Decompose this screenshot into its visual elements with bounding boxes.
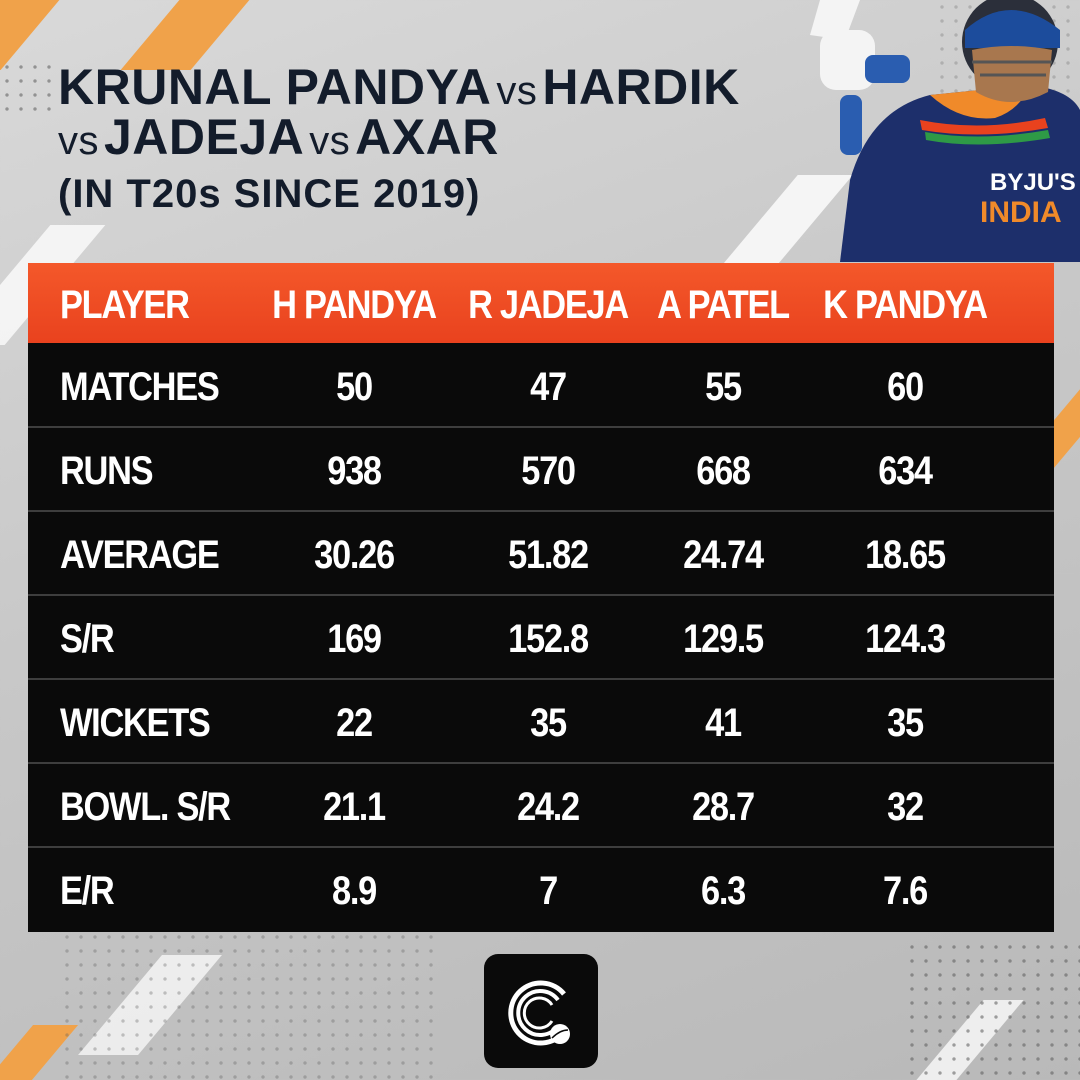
brand-logo-icon [508, 980, 570, 1046]
headline-name: JADEJA [103, 109, 305, 165]
row-divider [28, 510, 1054, 512]
brand-logo [484, 954, 598, 1068]
stat-value: 8.9 [332, 869, 377, 913]
headline-vs: vs [58, 119, 99, 163]
stat-value: 47 [530, 365, 567, 409]
table-header: PLAYER H PANDYA R JADEJA A PATEL K PANDY… [28, 263, 1054, 343]
headline-name: AXAR [355, 109, 499, 165]
stat-value: 30.26 [314, 533, 395, 577]
headline-name: KRUNAL PANDYA [58, 59, 492, 115]
row-label: E/R [60, 869, 115, 913]
stat-value: 634 [878, 449, 933, 493]
stats-table: PLAYER H PANDYA R JADEJA A PATEL K PANDY… [28, 263, 1054, 932]
row-label: MATCHES [60, 365, 220, 409]
stat-value: 938 [327, 449, 382, 493]
stat-value: 152.8 [508, 617, 589, 661]
stat-value: 32 [887, 785, 924, 829]
stat-value: 22 [336, 701, 373, 745]
stat-value: 28.7 [692, 785, 755, 829]
jersey-team: INDIA [980, 196, 1062, 229]
headline-name: HARDIK [542, 59, 740, 115]
stat-value: 35 [887, 701, 924, 745]
stat-value: 124.3 [865, 617, 946, 661]
header-player: K PANDYA [823, 283, 988, 327]
row-label: AVERAGE [60, 533, 220, 577]
stat-value: 6.3 [701, 869, 746, 913]
row-divider [28, 594, 1054, 596]
stat-value: 24.74 [683, 533, 764, 577]
stat-value: 668 [696, 449, 751, 493]
row-label: S/R [60, 617, 115, 661]
header-label: PLAYER [60, 283, 190, 327]
header-player: R JADEJA [468, 283, 629, 327]
stat-value: 50 [336, 365, 373, 409]
row-label: RUNS [60, 449, 154, 493]
stat-value: 55 [705, 365, 742, 409]
stat-value: 41 [705, 701, 742, 745]
stat-value: 7.6 [883, 869, 928, 913]
stat-value: 7 [539, 869, 558, 913]
headline-vs: vs [309, 119, 351, 163]
headline-line-1: KRUNAL PANDYA vs HARDIK [58, 58, 740, 116]
headline-line-2: vs JADEJA vs AXAR [58, 108, 499, 166]
headline-subtitle: (IN T20s SINCE 2019) [58, 172, 481, 216]
row-divider [28, 678, 1054, 680]
row-divider [28, 426, 1054, 428]
row-divider [28, 762, 1054, 764]
header-player: A PATEL [657, 283, 790, 327]
header-player: H PANDYA [272, 283, 437, 327]
stat-value: 18.65 [865, 533, 946, 577]
stat-value: 169 [327, 617, 382, 661]
player-photo: BYJU'S INDIA [810, 0, 1080, 262]
stat-value: 570 [521, 449, 576, 493]
row-label: WICKETS [60, 701, 211, 745]
row-divider [28, 846, 1054, 848]
bg-dots [905, 940, 1080, 1080]
stat-value: 51.82 [508, 533, 589, 577]
bg-dots [60, 930, 440, 1080]
jersey-sponsor: BYJU'S [990, 169, 1076, 196]
bg-dots [0, 60, 55, 120]
stat-value: 24.2 [517, 785, 580, 829]
row-label: BOWL. S/R [60, 785, 231, 829]
stat-value: 129.5 [683, 617, 764, 661]
headline-vs: vs [496, 69, 538, 113]
stat-value: 21.1 [323, 785, 386, 829]
stat-value: 35 [530, 701, 567, 745]
stat-value: 60 [887, 365, 924, 409]
